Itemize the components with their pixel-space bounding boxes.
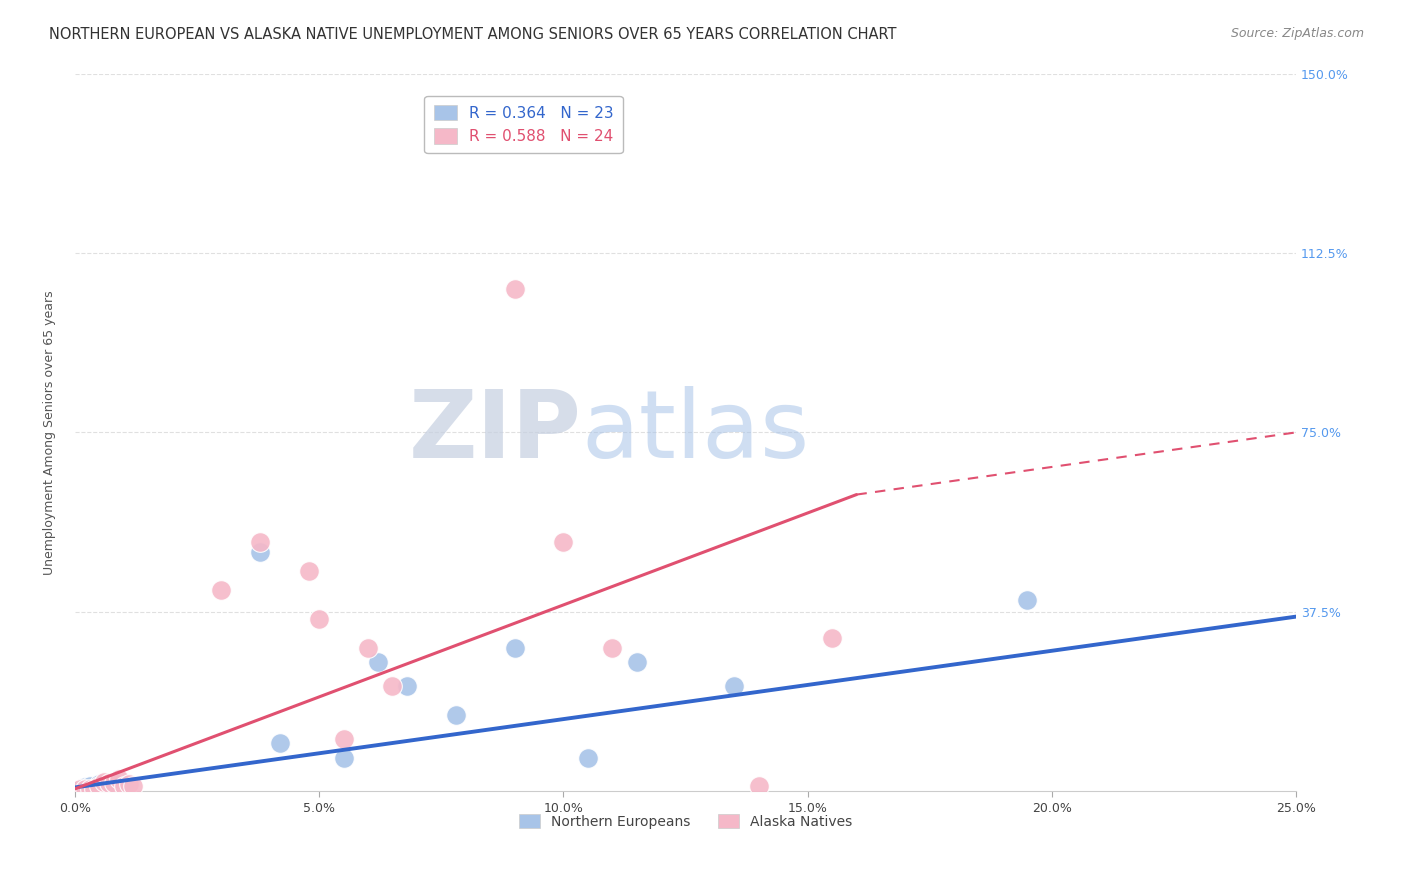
- Point: [83, 781, 105, 796]
- Point: [1017, 592, 1039, 607]
- Point: [357, 640, 380, 655]
- Point: [626, 655, 648, 669]
- Point: [269, 736, 291, 750]
- Point: [821, 631, 844, 645]
- Point: [209, 583, 232, 598]
- Text: Source: ZipAtlas.com: Source: ZipAtlas.com: [1230, 27, 1364, 40]
- Point: [69, 781, 91, 796]
- Point: [89, 780, 111, 794]
- Point: [112, 780, 135, 794]
- Point: [93, 779, 115, 793]
- Point: [332, 751, 354, 765]
- Point: [103, 775, 125, 789]
- Text: ZIP: ZIP: [409, 386, 582, 478]
- Text: atlas: atlas: [582, 386, 810, 478]
- Point: [108, 772, 131, 787]
- Point: [503, 282, 526, 296]
- Point: [308, 612, 330, 626]
- Point: [89, 780, 111, 794]
- Point: [117, 777, 139, 791]
- Point: [79, 781, 101, 796]
- Point: [249, 535, 271, 549]
- Point: [576, 751, 599, 765]
- Point: [444, 707, 467, 722]
- Point: [79, 782, 101, 797]
- Point: [553, 535, 575, 549]
- Point: [298, 564, 321, 578]
- Text: NORTHERN EUROPEAN VS ALASKA NATIVE UNEMPLOYMENT AMONG SENIORS OVER 65 YEARS CORR: NORTHERN EUROPEAN VS ALASKA NATIVE UNEMP…: [49, 27, 897, 42]
- Point: [83, 781, 105, 796]
- Y-axis label: Unemployment Among Seniors over 65 years: Unemployment Among Seniors over 65 years: [44, 290, 56, 574]
- Point: [249, 545, 271, 559]
- Point: [600, 640, 623, 655]
- Point: [381, 679, 404, 693]
- Point: [69, 781, 91, 796]
- Point: [367, 655, 389, 669]
- Point: [98, 775, 121, 789]
- Legend: Northern Europeans, Alaska Natives: Northern Europeans, Alaska Natives: [513, 809, 858, 835]
- Point: [396, 679, 419, 693]
- Point: [108, 780, 131, 794]
- Point: [723, 679, 745, 693]
- Point: [503, 640, 526, 655]
- Point: [93, 774, 115, 789]
- Point: [89, 777, 111, 791]
- Point: [103, 780, 125, 795]
- Point: [73, 780, 96, 795]
- Point: [748, 780, 770, 794]
- Point: [122, 780, 145, 794]
- Point: [73, 781, 96, 796]
- Point: [112, 779, 135, 793]
- Point: [98, 775, 121, 789]
- Point: [332, 731, 354, 746]
- Point: [79, 780, 101, 794]
